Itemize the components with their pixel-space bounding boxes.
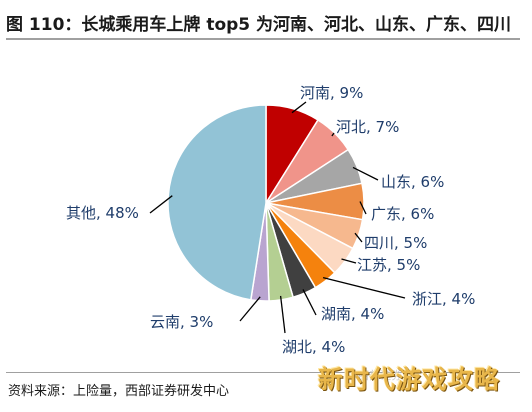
source-rule [6,372,520,373]
leader-line-3 [352,166,379,181]
slice-label-4: 广东, 6% [371,205,434,223]
slice-label-10: 云南, 3% [150,313,213,331]
slice-label-2: 河北, 7% [336,118,399,136]
slice-label-1: 河南, 9% [300,84,363,102]
slice-label-6: 江苏, 5% [357,256,420,274]
leader-line-7 [322,276,406,299]
leader-line-11 [149,195,173,214]
slice-label-5: 四川, 5% [364,234,427,252]
pie-slices [167,104,365,302]
leader-line-5 [354,232,363,243]
slice-labels: 河南, 9% 河北, 7% 山东, 6% 广东, 6% 四川, 5% 江苏, 5% 浙江, … [66,84,475,356]
slice-label-9: 湖北, 4% [282,338,345,356]
watermark-subtext: 西部证券 [358,369,402,382]
chart-title: 图 110：长城乘用车上牌 top5 为河南、河北、山东、广东、四川 [6,15,512,35]
leader-line-2 [331,132,335,137]
title-rule [6,38,520,40]
leader-line-10 [239,296,261,322]
source-note: 资料来源：上险量，西部证券研发中心 [8,384,230,399]
slice-label-11: 其他, 48% [66,204,139,222]
leader-lines [149,101,406,334]
pie-slice-11 [167,104,267,301]
leader-line-4 [359,201,367,215]
slice-label-8: 湖南, 4% [321,305,384,323]
leader-line-8 [302,289,317,316]
slice-label-7: 浙江, 4% [412,290,475,308]
watermark: 新时代游戏攻略 [318,365,501,394]
leader-line-6 [341,258,357,264]
leader-line-9 [279,295,286,334]
leader-line-1 [291,101,307,114]
slice-label-3: 山东, 6% [381,173,444,191]
